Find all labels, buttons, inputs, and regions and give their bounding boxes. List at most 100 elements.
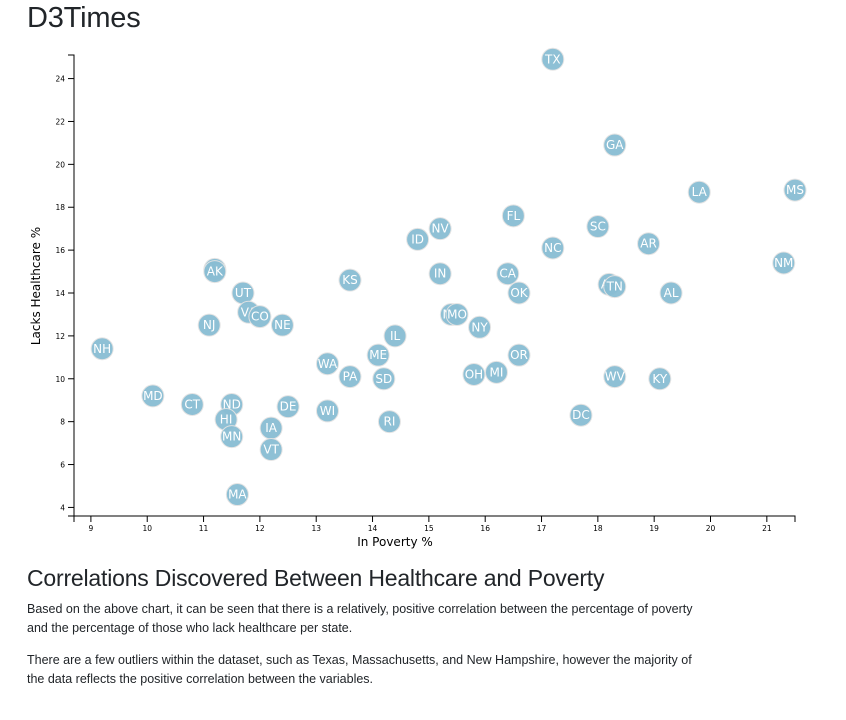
state-label-ga: GA	[606, 138, 624, 152]
state-label-wa: WA	[318, 357, 338, 371]
state-marker-ar[interactable]	[637, 232, 661, 256]
state-marker-ms[interactable]	[783, 178, 807, 202]
y-tick-label: 20	[55, 160, 65, 169]
state-marker-pa[interactable]	[338, 365, 362, 389]
state-label-nd: ND	[223, 398, 241, 412]
state-label-ri: RI	[383, 415, 395, 429]
state-marker-in[interactable]	[428, 262, 452, 286]
scatter-chart: 9 10 11 12 13 14 15 16 17 18 19 20 21 4 6 8 10 12 14 16 18 2…	[29, 47, 807, 549]
state-marker-de[interactable]	[276, 395, 300, 419]
y-tick-label: 16	[55, 246, 65, 255]
state-marker-mn[interactable]	[220, 425, 244, 449]
state-marker-mi[interactable]	[484, 360, 508, 384]
state-marker-ky[interactable]	[648, 367, 672, 391]
state-marker-ak[interactable]	[203, 260, 227, 284]
state-marker-wa[interactable]	[315, 352, 339, 376]
y-tick-label: 22	[55, 117, 65, 126]
state-marker-me[interactable]	[366, 343, 390, 367]
state-label-fl: FL	[507, 209, 521, 223]
state-label-ct: CT	[184, 398, 200, 412]
x-tick-label: 21	[762, 524, 772, 533]
state-label-tx: TX	[544, 52, 561, 66]
section-heading: Correlations Discovered Between Healthca…	[27, 565, 605, 591]
y-axis: 4 6 8 10 12 14 16 18 20 22 24	[55, 54, 75, 517]
x-tick-label: 9	[89, 524, 94, 533]
state-marker-ct[interactable]	[180, 393, 204, 417]
state-marker-id[interactable]	[406, 227, 430, 251]
state-marker-md[interactable]	[141, 384, 165, 408]
state-marker-la[interactable]	[687, 180, 711, 204]
state-label-oh: OH	[465, 367, 483, 381]
state-marker-nj[interactable]	[197, 313, 221, 337]
y-axis-title: Lacks Healthcare %	[29, 227, 43, 345]
state-marker-ri[interactable]	[377, 410, 401, 434]
state-label-tn: TN	[606, 280, 623, 294]
state-marker-or[interactable]	[507, 343, 531, 367]
state-label-wi: WI	[320, 404, 335, 418]
state-marker-al[interactable]	[659, 281, 683, 305]
state-marker-wi[interactable]	[315, 399, 339, 423]
state-label-nm: NM	[774, 256, 793, 270]
state-marker-ny[interactable]	[468, 315, 492, 339]
state-marker-nm[interactable]	[772, 251, 796, 275]
state-marker-il[interactable]	[383, 324, 407, 348]
state-marker-wv[interactable]	[603, 365, 627, 389]
state-label-mo: MO	[447, 307, 467, 321]
state-label-dc: DC	[572, 408, 590, 422]
state-marker-sd[interactable]	[372, 367, 396, 391]
y-tick-label: 6	[60, 461, 65, 470]
y-tick-label: 24	[55, 75, 65, 84]
state-label-de: DE	[280, 400, 297, 414]
state-marker-ne[interactable]	[270, 313, 294, 337]
analysis-paragraph-2: There are a few outliers within the data…	[27, 653, 692, 686]
x-tick-label: 19	[649, 524, 659, 533]
state-marker-co[interactable]	[248, 305, 272, 329]
state-marker-nh[interactable]	[90, 337, 114, 361]
state-label-wv: WV	[605, 370, 626, 384]
state-marker-nc[interactable]	[541, 236, 565, 260]
state-marker-ca[interactable]	[496, 262, 520, 286]
state-label-ks: KS	[342, 273, 358, 287]
state-marker-ks[interactable]	[338, 268, 362, 292]
state-marker-dc[interactable]	[569, 403, 593, 427]
state-marker-mo[interactable]	[445, 302, 469, 326]
state-marker-fl[interactable]	[501, 204, 525, 228]
state-label-me: ME	[369, 348, 387, 362]
state-label-ok: OK	[510, 286, 528, 300]
state-label-mi: MI	[490, 365, 504, 379]
state-marker-tx[interactable]	[541, 47, 565, 71]
state-marker-ok[interactable]	[507, 281, 531, 305]
x-tick-label: 20	[706, 524, 716, 533]
state-marker-sc[interactable]	[586, 215, 610, 239]
y-tick-label: 12	[55, 332, 65, 341]
state-label-id: ID	[411, 232, 424, 246]
x-tick-label: 12	[255, 524, 265, 533]
y-tick-label: 18	[55, 203, 65, 212]
state-marker-nv[interactable]	[428, 217, 452, 241]
state-label-ia: IA	[265, 421, 278, 435]
state-label-in: IN	[434, 267, 447, 281]
y-tick-label: 14	[55, 289, 65, 298]
page-title: D3Times	[27, 2, 141, 34]
state-label-ar: AR	[640, 237, 657, 251]
x-tick-label: 18	[593, 524, 603, 533]
state-label-mn: MN	[222, 430, 241, 444]
state-label-ne: NE	[274, 318, 291, 332]
state-markers: TXGALAMSFLSCNVIDARNCNMWYAKINCAKSAZTNOKAL…	[90, 47, 807, 507]
state-label-ca: CA	[499, 267, 516, 281]
x-tick-label: 10	[142, 524, 152, 533]
state-marker-ma[interactable]	[225, 483, 249, 507]
state-label-il: IL	[390, 329, 401, 343]
state-marker-vt[interactable]	[259, 438, 283, 462]
state-label-co: CO	[251, 310, 269, 324]
state-marker-ga[interactable]	[603, 133, 627, 157]
state-label-pa: PA	[343, 370, 358, 384]
state-label-vt: VT	[263, 443, 279, 457]
state-label-hi: HI	[220, 413, 233, 427]
x-tick-label: 15	[424, 524, 434, 533]
state-label-ny: NY	[471, 320, 488, 334]
state-marker-oh[interactable]	[462, 362, 486, 386]
state-label-nv: NV	[432, 222, 450, 236]
state-marker-tn[interactable]	[603, 275, 627, 299]
x-tick-label: 14	[368, 524, 378, 533]
